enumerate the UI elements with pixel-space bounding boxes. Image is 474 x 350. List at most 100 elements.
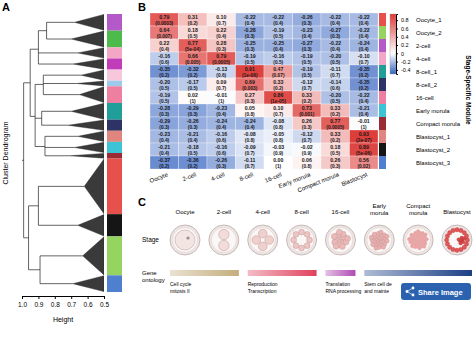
ontology-label: Transcription bbox=[248, 288, 277, 294]
cell-value: -0.26 bbox=[215, 157, 227, 163]
cell-value: -0.14 bbox=[329, 79, 341, 85]
cell-value: -0.19 bbox=[158, 92, 170, 98]
row-label: 8-cell_1 bbox=[416, 69, 438, 75]
perivitelline bbox=[367, 228, 392, 253]
axis-line bbox=[23, 297, 105, 300]
row-label: Compact morula bbox=[416, 121, 461, 127]
cell-p-value: (0.007) bbox=[157, 34, 173, 39]
cell-value: -0.12 bbox=[301, 131, 313, 137]
column-label: 8-cell bbox=[239, 171, 255, 182]
row-label: Blastocyst_3 bbox=[416, 160, 451, 166]
cell-value: 0.56 bbox=[359, 157, 369, 163]
tick-label: 0.4 bbox=[401, 34, 409, 40]
branch bbox=[29, 269, 40, 270]
heatmap-cell bbox=[179, 78, 208, 91]
heatmap-cell bbox=[293, 39, 322, 52]
row-label: Blastocyst_1 bbox=[416, 134, 451, 140]
module-color bbox=[107, 214, 122, 236]
cell bbox=[445, 242, 449, 246]
branch bbox=[40, 283, 73, 284]
branch bbox=[24, 237, 29, 238]
cell-p-value: (0.5) bbox=[245, 60, 255, 65]
cell-p-value: (0.3) bbox=[302, 47, 312, 52]
tick: -0.4 bbox=[396, 67, 410, 73]
heatmap-cell bbox=[150, 39, 179, 52]
tick-label: 0.6 bbox=[84, 301, 93, 308]
button-label[interactable]: Share Image bbox=[418, 288, 463, 297]
cell-p-value: (0.3) bbox=[245, 47, 255, 52]
panel-label: C bbox=[138, 196, 146, 208]
button-bg[interactable] bbox=[401, 283, 471, 300]
cell-p-value: (0.2) bbox=[273, 86, 283, 91]
cell-p-value: (0.2) bbox=[359, 86, 369, 91]
cell-p-value: (0.5) bbox=[330, 151, 340, 156]
tick: -0.2 bbox=[396, 59, 410, 65]
tick: 0.6 bbox=[84, 296, 93, 308]
cell-p-value: (0.4) bbox=[159, 138, 169, 143]
cell-p-value: (0.9) bbox=[302, 151, 312, 156]
colorbar bbox=[390, 14, 396, 74]
cell-value: -0.19 bbox=[244, 53, 256, 59]
module-color bbox=[379, 156, 386, 169]
heatmap-cell bbox=[264, 91, 293, 104]
cell-value: 0.33 bbox=[330, 131, 340, 137]
cell-value: -0.22 bbox=[272, 14, 284, 20]
cell-value: 0.86 bbox=[273, 92, 283, 98]
heatmap-cell bbox=[350, 78, 379, 91]
cell-value: -0.11 bbox=[329, 66, 341, 72]
embryo bbox=[287, 225, 317, 255]
cell-p-value: (5e-06) bbox=[356, 151, 372, 156]
heatmap-cell bbox=[179, 91, 208, 104]
share-button[interactable]: Share Image bbox=[401, 283, 471, 300]
module-color bbox=[379, 39, 386, 52]
button-icon[interactable] bbox=[407, 288, 413, 295]
tick-label: 0.7 bbox=[67, 301, 76, 308]
cell-value: -0.18 bbox=[187, 144, 199, 150]
panel-label: B bbox=[138, 1, 146, 13]
row-label: 2-cell bbox=[416, 43, 430, 49]
cell bbox=[422, 245, 426, 249]
ontology-bar bbox=[170, 270, 239, 276]
branch bbox=[47, 22, 75, 23]
heatmap-cell bbox=[207, 26, 236, 39]
cell-value: 0.31 bbox=[188, 14, 198, 20]
column-label: Compact morula bbox=[297, 171, 341, 193]
heatmap-cell bbox=[179, 117, 208, 130]
cell bbox=[340, 244, 346, 250]
ontology-bar bbox=[364, 270, 472, 276]
cell-p-value: (0.5) bbox=[330, 60, 340, 65]
cell-value: 0.10 bbox=[273, 105, 283, 111]
module-branch bbox=[73, 59, 104, 69]
cell bbox=[418, 246, 422, 250]
cell-p-value: (0.7) bbox=[359, 60, 369, 65]
tick-mark bbox=[396, 37, 398, 38]
cell-value: -0.24 bbox=[244, 118, 256, 124]
cell bbox=[258, 229, 267, 238]
branch bbox=[43, 75, 81, 76]
heatmap-cell bbox=[150, 26, 179, 39]
tick: 0.6 bbox=[396, 26, 409, 32]
cell-value: -0.13 bbox=[215, 66, 227, 72]
cell-value: -0.23 bbox=[215, 105, 227, 111]
branch bbox=[38, 30, 46, 31]
cell bbox=[219, 229, 229, 239]
cell-p-value: (0.4) bbox=[159, 47, 169, 52]
stage-label: Early bbox=[372, 203, 386, 209]
heatmap-cell bbox=[264, 26, 293, 39]
cell-p-value: (0.3) bbox=[330, 164, 340, 169]
cell-value: -0.22 bbox=[329, 40, 341, 46]
cell-p-value: (0.005) bbox=[185, 60, 201, 65]
module-color bbox=[107, 31, 122, 48]
cell-value: -0.08 bbox=[244, 131, 256, 137]
cell-value: 0.26 bbox=[330, 157, 340, 163]
cell-p-value: (1) bbox=[218, 99, 224, 104]
heatmap-cell bbox=[207, 91, 236, 104]
heatmap-cell bbox=[293, 117, 322, 130]
heatmap-cell bbox=[293, 52, 322, 65]
cell bbox=[299, 229, 305, 235]
cell-value: 0.33 bbox=[330, 105, 340, 111]
cell-p-value: (0.02) bbox=[357, 164, 370, 169]
heatmap-cell bbox=[179, 39, 208, 52]
cell-p-value: (0.8) bbox=[302, 164, 312, 169]
heatmap-cell bbox=[264, 13, 293, 26]
